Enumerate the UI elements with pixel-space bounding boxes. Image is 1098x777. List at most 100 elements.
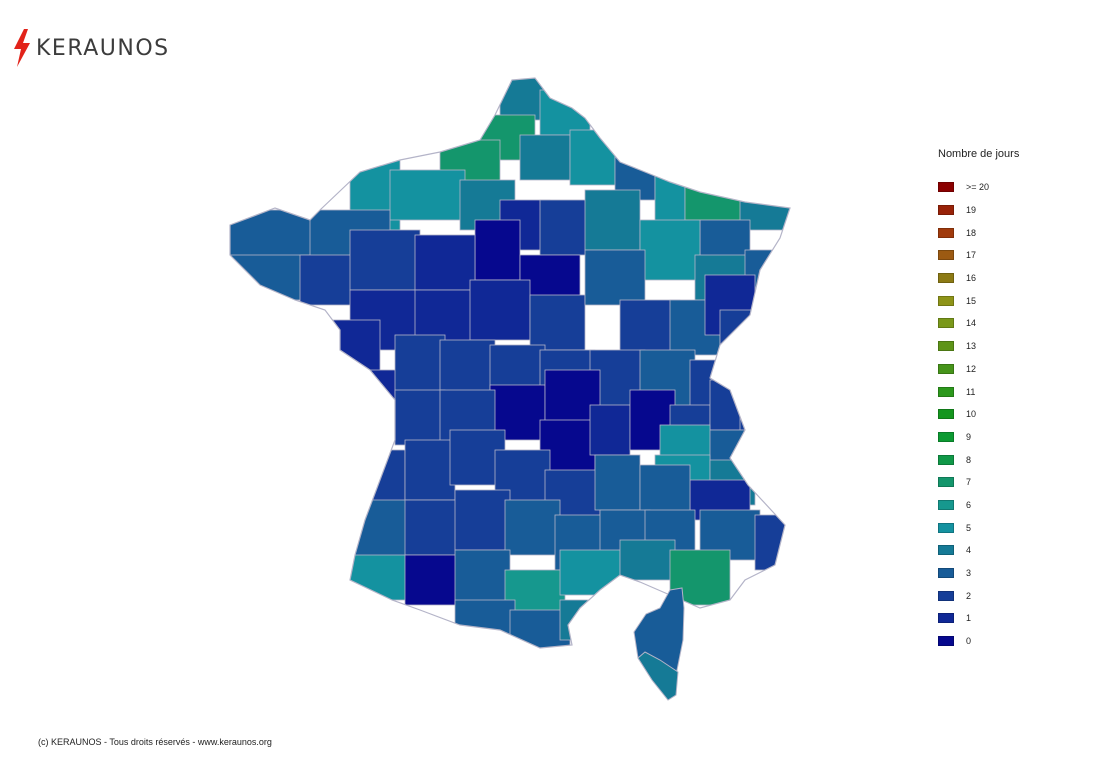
- department-region: [454, 489, 511, 551]
- department-region: [469, 279, 531, 341]
- corsica: [633, 587, 685, 701]
- legend-swatch: [938, 431, 954, 442]
- legend-label: 19: [966, 205, 977, 216]
- legend-swatch: [938, 182, 954, 193]
- legend-item: 1: [938, 607, 1078, 630]
- department-region: [404, 499, 461, 556]
- legend-swatch: [938, 499, 954, 510]
- department-region: [639, 464, 691, 516]
- legend-swatch: [938, 227, 954, 238]
- lightning-bolt-icon: [12, 29, 32, 67]
- legend-title: Nombre de jours: [938, 148, 1020, 160]
- department-region: [339, 369, 401, 431]
- legend-label: 11: [966, 386, 976, 397]
- legend-label: 0: [966, 636, 972, 647]
- legend-item: 17: [938, 244, 1078, 267]
- france-map: [200, 60, 820, 720]
- legend-swatch: [938, 590, 954, 601]
- corsica-south: [637, 651, 679, 701]
- department-region: [414, 234, 476, 291]
- legend-item: 0: [938, 630, 1078, 653]
- legend-item: >= 20: [938, 176, 1078, 199]
- department-region: [344, 499, 411, 561]
- legend-label: 15: [966, 295, 977, 306]
- department-region: [709, 379, 751, 431]
- legend-swatch: [938, 454, 954, 465]
- legend-item: 3: [938, 562, 1078, 585]
- legend-item: 13: [938, 335, 1078, 358]
- legend-swatch: [938, 341, 954, 352]
- department-region: [454, 549, 511, 606]
- department-region: [474, 219, 521, 281]
- department-region: [394, 389, 446, 446]
- legend-label: 14: [966, 318, 977, 329]
- legend-swatch: [938, 273, 954, 284]
- department-region: [619, 539, 676, 581]
- legend-label: >= 20: [966, 182, 990, 193]
- legend-swatch: [938, 636, 954, 647]
- legend-swatch: [938, 477, 954, 488]
- legend-label: 9: [966, 431, 972, 442]
- legend-swatch: [938, 318, 954, 329]
- legend-item: 18: [938, 221, 1078, 244]
- legend-item: 15: [938, 289, 1078, 312]
- legend-item: 12: [938, 358, 1078, 381]
- legend-label: 8: [966, 454, 972, 465]
- legend-swatch: [938, 613, 954, 624]
- department-region: [699, 219, 751, 261]
- legend-label: 2: [966, 590, 972, 601]
- legend-label: 10: [966, 409, 977, 420]
- france-outline: [229, 77, 791, 649]
- legend-list: >= 20 19 18 17 16 15 14 13 12 11 10 9 8 7 6 5 4 3 2 1 0: [938, 176, 1078, 652]
- legend-item: 7: [938, 471, 1078, 494]
- legend-item: 2: [938, 584, 1078, 607]
- department-region: [739, 379, 781, 431]
- department-region: [639, 219, 701, 281]
- department-region: [230, 254, 311, 301]
- department-region: [394, 334, 446, 396]
- legend-label: 18: [966, 227, 977, 238]
- legend-item: 10: [938, 403, 1078, 426]
- legend-item: 16: [938, 267, 1078, 290]
- legend-label: 4: [966, 545, 972, 556]
- legend-swatch: [938, 250, 954, 261]
- copyright-notice: (c) KERAUNOS - Tous droits réservés - ww…: [38, 737, 272, 747]
- legend-item: 14: [938, 312, 1078, 335]
- legend-label: 3: [966, 568, 972, 579]
- department-region: [539, 199, 591, 256]
- legend-swatch: [938, 409, 954, 420]
- map-legend: Nombre de jours >= 20 19 18 17 16 15 14 13 12 11 1…: [938, 148, 1078, 652]
- department-region: [504, 499, 561, 556]
- department-region: [529, 294, 586, 351]
- department-region: [404, 554, 461, 606]
- department-region: [569, 129, 616, 186]
- legend-swatch: [938, 386, 954, 397]
- department-region: [389, 169, 466, 221]
- department-region: [454, 599, 516, 646]
- legend-swatch: [938, 205, 954, 216]
- legend-item: 8: [938, 448, 1078, 471]
- department-region: [559, 599, 621, 641]
- legend-item: 9: [938, 426, 1078, 449]
- legend-swatch: [938, 568, 954, 579]
- department-region: [519, 134, 571, 181]
- legend-label: 6: [966, 499, 972, 510]
- legend-label: 13: [966, 341, 977, 352]
- legend-item: 19: [938, 199, 1078, 222]
- legend-label: 1: [966, 613, 972, 624]
- department-region: [539, 89, 591, 136]
- department-region: [594, 454, 641, 511]
- map-svg: [229, 77, 791, 701]
- legend-item: 4: [938, 539, 1078, 562]
- department-region: [754, 514, 790, 571]
- department-region: [349, 229, 421, 291]
- keraunos-logo: KERAUNOS: [12, 28, 170, 68]
- brand-name: KERAUNOS: [36, 35, 170, 61]
- legend-label: 12: [966, 363, 977, 374]
- department-region: [719, 309, 761, 371]
- legend-label: 17: [966, 250, 977, 261]
- legend-item: 5: [938, 516, 1078, 539]
- legend-swatch: [938, 295, 954, 306]
- legend-item: 11: [938, 380, 1078, 403]
- department-region: [584, 189, 641, 251]
